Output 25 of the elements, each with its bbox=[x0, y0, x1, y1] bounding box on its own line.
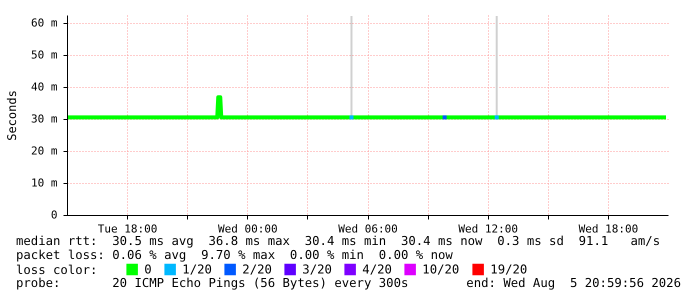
text: median rtt: 30.5 ms avg 36.8 ms max 30.4 ms min 30.4 ms now 0.3 ms sd 91.1 am/s bbox=[16, 234, 660, 248]
y-tick-label: 50 m bbox=[31, 48, 58, 62]
y-tick-label: 10 m bbox=[31, 176, 58, 190]
legend-title: loss color: bbox=[16, 263, 98, 277]
x-tick-label: Wed 18:00 bbox=[578, 222, 638, 236]
text: end: Wed Aug 5 20:59:56 2026 bbox=[466, 276, 681, 290]
y-tick-label: 0 bbox=[50, 208, 58, 222]
y-tick-label: 20 m bbox=[31, 144, 58, 158]
x-tick-label: Wed 06:00 bbox=[338, 222, 398, 236]
y-tick-label: 60 m bbox=[31, 16, 58, 30]
x-tick-label: Wed 00:00 bbox=[218, 222, 278, 236]
legend-label: 19/20 bbox=[490, 262, 528, 276]
legend-label: 4/20 bbox=[362, 262, 392, 276]
y-tick-label: 30 m bbox=[31, 112, 58, 126]
x-tick-label: Wed 12:00 bbox=[458, 222, 518, 236]
text: packet loss: 0.06 % avg 9.70 % max 0.00 % min 0.00 % now bbox=[16, 248, 453, 262]
legend-label: 1/20 bbox=[182, 262, 212, 276]
y-axis-title: Seconds bbox=[5, 90, 20, 141]
x-tick-label: Tue 18:00 bbox=[98, 222, 158, 236]
legend-label: 0 bbox=[144, 262, 152, 276]
legend-label: 2/20 bbox=[242, 262, 272, 276]
legend-label: 3/20 bbox=[302, 262, 332, 276]
text: probe: 20 ICMP Echo Pings (56 Bytes) every 300s bbox=[16, 276, 408, 290]
legend-label: 10/20 bbox=[422, 262, 460, 276]
y-tick-label: 40 m bbox=[31, 80, 58, 94]
